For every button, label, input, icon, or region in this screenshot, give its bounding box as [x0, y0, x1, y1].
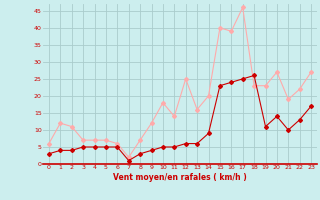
X-axis label: Vent moyen/en rafales ( km/h ): Vent moyen/en rafales ( km/h ) — [113, 173, 247, 182]
